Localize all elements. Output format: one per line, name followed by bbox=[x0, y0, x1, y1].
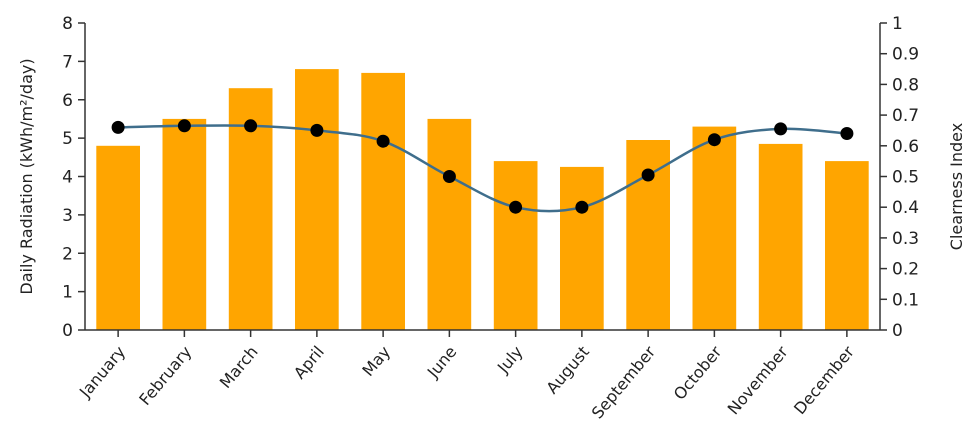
x-tick-label: March bbox=[216, 342, 262, 392]
right-tick-label: 1 bbox=[892, 14, 903, 34]
bar-august bbox=[560, 166, 604, 330]
left-tick-label: 2 bbox=[62, 244, 73, 264]
clearness-point-july bbox=[509, 200, 523, 214]
bar-january bbox=[96, 145, 140, 330]
right-tick-label: 0.5 bbox=[892, 168, 919, 188]
right-tick-label: 0.4 bbox=[892, 198, 919, 218]
clearness-point-november bbox=[774, 122, 788, 136]
x-tick-label: June bbox=[423, 342, 461, 382]
x-tick-label: April bbox=[290, 342, 328, 382]
clearness-point-january bbox=[111, 120, 125, 134]
bar-april bbox=[295, 69, 339, 330]
bars-layer bbox=[96, 69, 869, 331]
bar-october bbox=[692, 126, 737, 330]
clearness-line bbox=[118, 124, 847, 213]
x-tick-label: December bbox=[790, 342, 858, 418]
right-axis-title: Clearness Index bbox=[947, 123, 966, 250]
left-tick-label: 8 bbox=[62, 14, 73, 34]
left-tick-label: 4 bbox=[62, 168, 73, 188]
right-tick-label: 0.7 bbox=[892, 106, 919, 126]
right-tick-label: 0.9 bbox=[892, 45, 919, 65]
clearness-point-march bbox=[244, 119, 258, 133]
left-axis-title: Daily Radiation (kWh/m²/day) bbox=[17, 58, 36, 294]
left-tick-label: 5 bbox=[62, 129, 73, 149]
left-tick-label: 7 bbox=[62, 52, 73, 72]
clearness-point-june bbox=[442, 170, 456, 183]
clearness-point-september bbox=[641, 168, 655, 182]
right-tick-label: 0 bbox=[892, 321, 903, 341]
x-tick-label: February bbox=[135, 342, 195, 409]
x-tick-label: November bbox=[724, 342, 792, 418]
x-tick-label: October bbox=[670, 342, 726, 404]
x-tick-label: May bbox=[358, 342, 394, 380]
x-tick-label: September bbox=[588, 342, 660, 422]
right-tick-label: 0.3 bbox=[892, 229, 919, 249]
bar-july bbox=[493, 161, 538, 330]
bar-may bbox=[361, 72, 405, 331]
bar-november bbox=[758, 143, 803, 330]
bar-september bbox=[626, 140, 670, 330]
clearness-point-december bbox=[840, 127, 854, 140]
right-tick-label: 0.6 bbox=[892, 137, 919, 157]
x-tick-label: July bbox=[493, 342, 527, 377]
left-tick-label: 0 bbox=[62, 321, 73, 341]
right-tick-label: 0.2 bbox=[892, 260, 919, 280]
right-tick-label: 0.1 bbox=[892, 290, 919, 310]
x-tick-label: August bbox=[542, 342, 593, 397]
x-tick-label: January bbox=[75, 342, 129, 401]
clearness-point-october bbox=[707, 133, 721, 147]
bar-june bbox=[427, 118, 472, 331]
bar-february bbox=[162, 118, 207, 331]
labels-layer: 0 1 2 3 4 5 6 7 8 0 0.1 0.2 0.3 0.4 0.5 0.6 0.7 0.8 0.9 1 Ja… bbox=[17, 14, 966, 422]
left-tick-label: 3 bbox=[62, 206, 73, 226]
clearness-point-may bbox=[376, 134, 390, 148]
left-tick-label: 1 bbox=[62, 283, 73, 303]
clearness-point-august bbox=[575, 200, 589, 214]
left-tick-label: 6 bbox=[62, 91, 73, 111]
right-tick-label: 0.8 bbox=[892, 75, 919, 95]
clearness-point-february bbox=[177, 119, 191, 133]
clearness-point-april bbox=[310, 123, 324, 137]
line-layer bbox=[111, 119, 854, 214]
bar-december bbox=[825, 161, 869, 330]
axes-layer bbox=[78, 22, 887, 337]
